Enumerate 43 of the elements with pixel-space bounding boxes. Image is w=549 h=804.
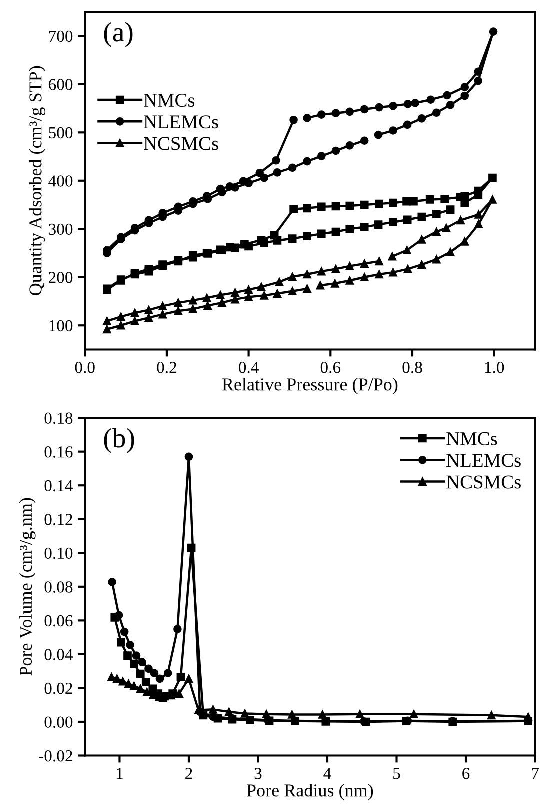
y-tick-label: 0.10 — [44, 548, 73, 560]
x-tick-label: 0.6 — [320, 362, 341, 374]
x-tick-label: 6 — [462, 768, 470, 780]
legend-label: NCSMCs — [144, 137, 218, 150]
annotation: (b) — [104, 428, 134, 454]
legend-label: NLEMCs — [144, 116, 218, 129]
y-tick-label: 0.18 — [44, 412, 73, 424]
x-tick-label: 0.0 — [75, 362, 95, 374]
x-tick-label: 0.2 — [157, 362, 176, 374]
x-tick-label: 5 — [394, 768, 400, 780]
y-tick-label: 100 — [50, 320, 73, 332]
y-tick-label: 600 — [49, 79, 73, 90]
y-tick-label: 0.08 — [44, 582, 73, 593]
annotation: (a) — [104, 22, 133, 48]
y-tick-label: 700 — [49, 30, 73, 42]
x-tick-label: 0.4 — [239, 362, 259, 374]
y-axis-title: Quantity Adsorbed (cm³/g STP) — [29, 66, 46, 296]
y-tick-label: 0.06 — [44, 615, 73, 627]
x-tick-label: 1.0 — [485, 362, 504, 374]
legend-label: NMCs — [144, 94, 195, 108]
y-axis-title: Pore Volume (cm³/g.nm) — [19, 498, 36, 676]
legend-label: NLEMCs — [446, 454, 521, 468]
y-tick-label: 500 — [49, 127, 73, 139]
x-tick-label: 3 — [254, 768, 262, 780]
x-axis-title: Relative Pressure (P/Po) — [222, 378, 398, 394]
y-tick-label: 0.02 — [44, 682, 72, 694]
legend-label: NCSMCs — [446, 476, 521, 489]
x-tick-label: 1 — [117, 768, 123, 780]
x-tick-label: 2 — [186, 768, 192, 780]
y-tick-label: 0.04 — [44, 649, 74, 660]
x-axis-title: Pore Radius (nm) — [247, 784, 374, 800]
y-tick-label: 0.00 — [44, 716, 73, 728]
y-tick-label: 0.14 — [44, 480, 74, 492]
legend-label: NMCs — [446, 432, 498, 446]
x-tick-label: 0.8 — [402, 362, 422, 374]
y-tick-label: -0.02 — [39, 750, 72, 762]
y-tick-label: 300 — [49, 224, 73, 236]
y-tick-label: 200 — [49, 272, 73, 284]
x-tick-label: 4 — [324, 768, 332, 780]
y-tick-label: 0.12 — [44, 514, 72, 526]
x-tick-label: 7 — [532, 768, 539, 780]
y-tick-label: 400 — [48, 176, 73, 187]
y-tick-label: 0.16 — [44, 446, 73, 458]
